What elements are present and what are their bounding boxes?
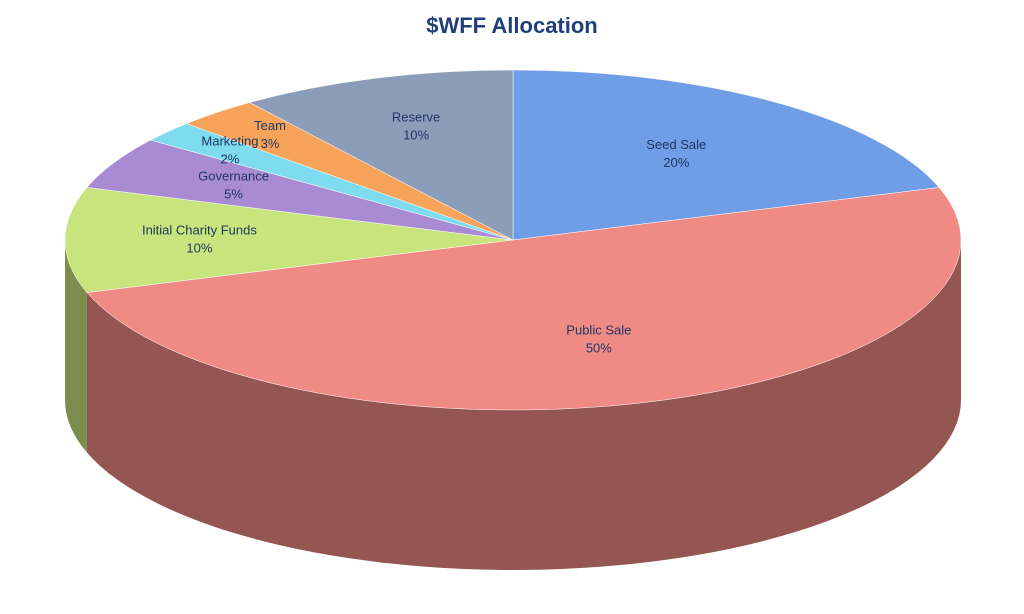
slice-label: Team — [254, 118, 286, 133]
slice-value-label: 10% — [403, 127, 429, 142]
slice-value-label: 3% — [261, 136, 280, 151]
slice-label: Seed Sale — [646, 137, 706, 152]
slice-label: Public Sale — [566, 323, 631, 338]
slice-value-label: 50% — [586, 341, 612, 356]
slice-side — [65, 240, 87, 453]
slice-value-label: 5% — [224, 186, 243, 201]
slice — [512, 69, 940, 241]
slice-value-label: 20% — [663, 155, 689, 170]
slice-side — [86, 240, 961, 570]
slice-label: Reserve — [392, 109, 440, 124]
chart-title: $WFF Allocation — [426, 13, 598, 38]
slice — [248, 69, 514, 241]
slice-label: Initial Charity Funds — [142, 222, 257, 237]
slice — [86, 187, 962, 411]
slice-value-label: 10% — [186, 240, 212, 255]
slice-label: Governance — [198, 168, 269, 183]
slice — [64, 187, 514, 293]
slice-value-label: 2% — [221, 152, 240, 167]
slice-label: Marketing — [201, 134, 258, 149]
